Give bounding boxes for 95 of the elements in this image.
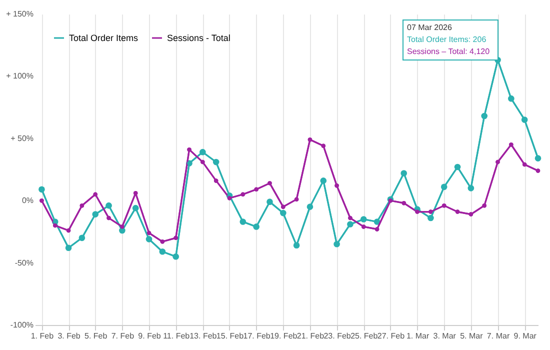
point xyxy=(281,204,286,209)
point xyxy=(240,192,246,196)
point xyxy=(320,178,327,184)
point xyxy=(254,187,258,192)
point xyxy=(120,224,124,229)
point xyxy=(348,216,352,220)
point xyxy=(280,210,286,216)
point xyxy=(468,185,474,192)
x-tick-label: 3. Feb xyxy=(58,332,81,340)
x-tick-label: 5. Feb xyxy=(84,332,108,340)
point xyxy=(132,204,139,212)
point xyxy=(227,196,232,200)
point xyxy=(536,168,540,173)
y-tick-label: 0% xyxy=(22,196,34,206)
legend-label: Total Order Items xyxy=(69,33,139,43)
point xyxy=(521,116,528,123)
point xyxy=(481,112,488,120)
point xyxy=(306,204,314,210)
annotation: Total Order Items: 206 xyxy=(407,35,487,44)
x-tick-label: 13. Feb xyxy=(190,332,218,340)
point xyxy=(65,244,72,252)
y-tick-label: + 100% xyxy=(6,72,34,81)
x-tick-label: 3. Mar xyxy=(433,332,456,340)
point xyxy=(93,192,98,196)
point xyxy=(455,210,460,214)
x-tick-label: 23. Feb xyxy=(324,332,352,340)
point xyxy=(146,236,152,242)
point xyxy=(200,148,206,156)
point xyxy=(106,202,112,209)
point xyxy=(38,186,45,193)
x-tick-label: 17. Feb xyxy=(243,332,271,340)
point xyxy=(266,198,273,205)
y-tick-label: -100% xyxy=(10,320,34,330)
point xyxy=(321,144,326,148)
point xyxy=(92,211,99,218)
y-tick-label: + 150% xyxy=(6,10,34,18)
x-tick-label: 25. Feb xyxy=(350,332,378,340)
point xyxy=(428,214,434,222)
point xyxy=(240,218,246,225)
point xyxy=(522,162,527,167)
x-tick-label: 19. Feb xyxy=(270,332,298,340)
point xyxy=(187,147,192,152)
point xyxy=(172,253,179,260)
x-tick-label: 15. Feb xyxy=(216,332,244,340)
x-tick-label: 1. Feb xyxy=(30,332,54,340)
point xyxy=(400,170,408,176)
point xyxy=(482,203,486,208)
point xyxy=(374,227,380,232)
x-tick-label: 11. Feb xyxy=(163,332,190,340)
point xyxy=(160,240,165,244)
point xyxy=(334,184,339,188)
point xyxy=(362,224,366,229)
point xyxy=(174,236,178,240)
point xyxy=(508,95,514,102)
point xyxy=(53,223,58,228)
point xyxy=(40,198,44,203)
annotation: 07 Mar 2026 xyxy=(407,23,452,32)
point xyxy=(454,164,461,170)
point xyxy=(133,191,138,196)
point xyxy=(146,230,152,236)
point xyxy=(80,203,84,208)
point xyxy=(496,160,500,164)
x-tick-label: 5. Mar xyxy=(460,332,484,340)
point xyxy=(468,212,474,216)
point xyxy=(360,216,367,222)
x-tick-label: 21. Feb xyxy=(296,332,325,340)
y-tick-label: -50% xyxy=(14,258,34,268)
point xyxy=(334,240,340,248)
point xyxy=(200,160,205,164)
point xyxy=(402,200,406,206)
point xyxy=(253,224,260,230)
x-tick-label: 9. Mar xyxy=(514,332,537,340)
x-tick-label: 9. Feb xyxy=(138,332,162,340)
point xyxy=(534,155,542,162)
x-tick-label: 7. Feb xyxy=(111,332,135,340)
point xyxy=(347,221,354,228)
x-tick-label: 1. Mar xyxy=(406,332,430,340)
x-tick-label: 27. Feb xyxy=(377,332,406,340)
point xyxy=(268,181,272,186)
point xyxy=(106,216,111,220)
annotation: Sessions – Total: 4,120 xyxy=(407,47,490,56)
legend-label: Sessions - Total xyxy=(167,33,230,43)
point xyxy=(442,203,446,208)
point xyxy=(440,184,448,190)
point xyxy=(214,178,218,183)
point xyxy=(428,210,433,214)
point xyxy=(415,210,420,214)
point xyxy=(294,197,299,202)
point xyxy=(293,242,300,249)
point xyxy=(66,228,71,233)
y-tick-label: + 50% xyxy=(10,134,34,143)
x-tick-label: 7. Mar xyxy=(486,332,510,340)
point xyxy=(509,142,514,147)
point xyxy=(308,138,312,142)
point xyxy=(159,248,166,255)
